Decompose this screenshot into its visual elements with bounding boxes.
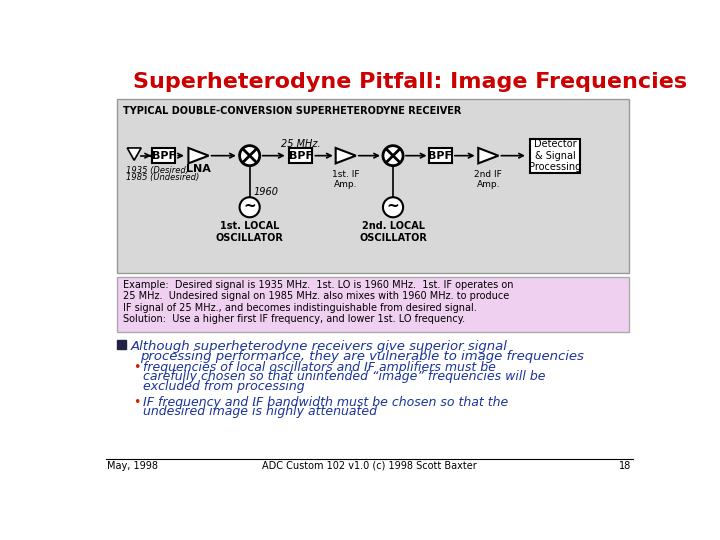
Text: •: • [132, 396, 140, 409]
Text: 18: 18 [618, 461, 631, 471]
Text: 1st. IF
Amp.: 1st. IF Amp. [332, 170, 359, 189]
Text: Although superheterodyne receivers give superior signal: Although superheterodyne receivers give … [130, 340, 507, 354]
Text: 1st. LOCAL
OSCILLATOR: 1st. LOCAL OSCILLATOR [216, 221, 284, 242]
Bar [428, 148, 452, 164]
Text: 1960: 1960 [253, 187, 279, 197]
Polygon shape [127, 148, 141, 160]
Text: May, 1998: May, 1998 [107, 461, 158, 471]
Text: Example:  Desired signal is 1935 MHz.  1st. LO is 1960 MHz.  1st. IF operates on: Example: Desired signal is 1935 MHz. 1st… [122, 280, 513, 325]
Bar [117, 99, 629, 273]
Text: LNA: LNA [186, 164, 211, 174]
Text: 1935 (Desired): 1935 (Desired) [126, 166, 189, 175]
Text: Superheterodyne Pitfall: Image Frequencies: Superheterodyne Pitfall: Image Frequenci… [132, 72, 687, 92]
Text: TYPICAL DOUBLE-CONVERSION SUPERHETERODYNE RECEIVER: TYPICAL DOUBLE-CONVERSION SUPERHETERODYN… [123, 106, 462, 116]
Circle shape [383, 146, 403, 166]
Text: frequencies of local oscillators and IF amplifiers must be: frequencies of local oscillators and IF … [143, 361, 495, 374]
Text: carefully chosen so that unintended “image” frequencies will be: carefully chosen so that unintended “ima… [143, 370, 545, 383]
Text: 2nd IF
Amp.: 2nd IF Amp. [474, 170, 503, 189]
Polygon shape [336, 148, 356, 164]
Text: IF frequency and IF bandwidth must be chosen so that the: IF frequency and IF bandwidth must be ch… [143, 396, 508, 409]
Text: undesired image is highly attenuated: undesired image is highly attenuated [143, 405, 377, 418]
Polygon shape [189, 148, 209, 164]
Bar [117, 276, 629, 332]
Bar [289, 148, 312, 164]
Text: 1985 (Undesired): 1985 (Undesired) [126, 173, 199, 183]
Circle shape [383, 197, 403, 217]
Text: 25 MHz.: 25 MHz. [281, 139, 320, 149]
Text: ~: ~ [243, 199, 256, 214]
Text: 2nd. LOCAL
OSCILLATOR: 2nd. LOCAL OSCILLATOR [359, 221, 427, 242]
Bar [152, 148, 175, 164]
Text: BPF: BPF [428, 151, 452, 161]
Polygon shape [478, 148, 498, 164]
Circle shape [240, 146, 260, 166]
Text: Detector
& Signal
Processing: Detector & Signal Processing [529, 139, 581, 172]
Circle shape [240, 197, 260, 217]
Text: BPF: BPF [152, 151, 176, 161]
Text: •: • [132, 361, 140, 374]
Text: ~: ~ [387, 199, 400, 214]
Bar [530, 139, 580, 173]
Text: ADC Custom 102 v1.0 (c) 1998 Scott Baxter: ADC Custom 102 v1.0 (c) 1998 Scott Baxte… [261, 461, 477, 471]
Text: BPF: BPF [289, 151, 312, 161]
Text: processing performance, they are vulnerable to image frequencies: processing performance, they are vulnera… [140, 350, 584, 363]
Text: excluded from processing: excluded from processing [143, 380, 305, 393]
Bar [117, 340, 126, 349]
